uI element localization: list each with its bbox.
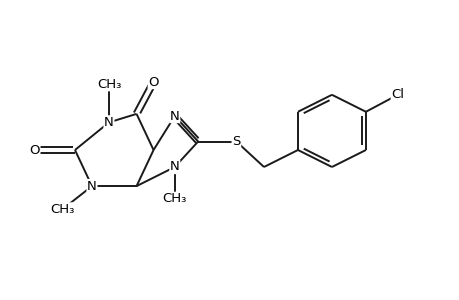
Text: CH₃: CH₃ <box>96 78 121 91</box>
Text: N: N <box>169 160 179 173</box>
Text: N: N <box>87 180 97 193</box>
Text: N: N <box>104 116 113 129</box>
Text: Cl: Cl <box>391 88 403 101</box>
Text: S: S <box>232 135 240 148</box>
Text: N: N <box>169 110 179 122</box>
Text: CH₃: CH₃ <box>50 203 74 216</box>
Text: CH₃: CH₃ <box>162 192 186 205</box>
Text: O: O <box>148 76 158 88</box>
Text: O: O <box>29 143 40 157</box>
